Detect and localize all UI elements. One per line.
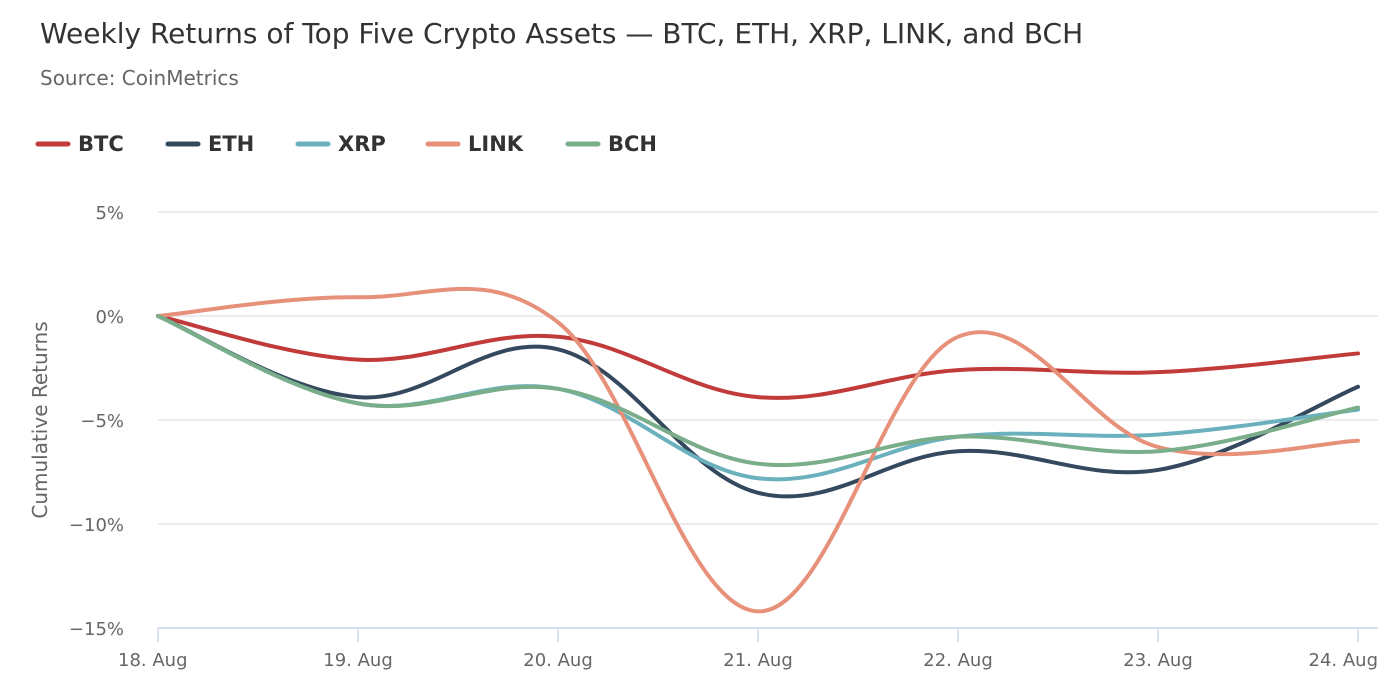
y-tick-label: 0% — [95, 307, 124, 328]
series-line-link[interactable] — [156, 286, 1360, 614]
y-tick-label: 5% — [95, 203, 124, 224]
series-line-eth[interactable] — [156, 314, 1360, 499]
y-axis-ticks: 5% 0% −5% −10% −15% — [69, 203, 124, 640]
x-tick-label: 19. Aug — [323, 650, 393, 671]
x-tick-label: 21. Aug — [723, 650, 793, 671]
y-tick-label: −10% — [69, 515, 124, 536]
legend-item-bch[interactable]: BCH — [565, 132, 657, 156]
x-tick-label: 22. Aug — [923, 650, 993, 671]
legend: BTC ETH XRP LINK BCH — [35, 132, 657, 156]
y-tick-label: −15% — [69, 619, 124, 640]
y-tick-label: −5% — [80, 411, 124, 432]
legend-item-btc[interactable]: BTC — [35, 132, 124, 156]
x-tick-label: 20. Aug — [523, 650, 593, 671]
x-tick-label: 24. Aug — [1309, 650, 1379, 671]
legend-item-eth[interactable]: ETH — [165, 132, 254, 156]
x-axis: 18. Aug 19. Aug 20. Aug 21. Aug 22. Aug 23. A… — [118, 627, 1379, 671]
gridlines — [158, 211, 1378, 629]
legend-item-link[interactable]: LINK — [425, 132, 524, 156]
x-tick-label: 23. Aug — [1123, 650, 1193, 671]
legend-label: ETH — [208, 132, 254, 156]
legend-label: BCH — [608, 132, 657, 156]
series-line-bch[interactable] — [156, 314, 1360, 468]
chart-subtitle: Source: CoinMetrics — [40, 66, 239, 90]
chart-title: Weekly Returns of Top Five Crypto Assets… — [40, 17, 1083, 50]
series-line-btc[interactable] — [156, 314, 1360, 400]
series-lines — [156, 286, 1360, 614]
legend-label: BTC — [78, 132, 124, 156]
legend-item-xrp[interactable]: XRP — [295, 132, 386, 156]
x-tick-label: 18. Aug — [118, 650, 188, 671]
legend-label: XRP — [338, 132, 386, 156]
y-axis-title: Cumulative Returns — [28, 321, 52, 518]
legend-label: LINK — [468, 132, 524, 156]
